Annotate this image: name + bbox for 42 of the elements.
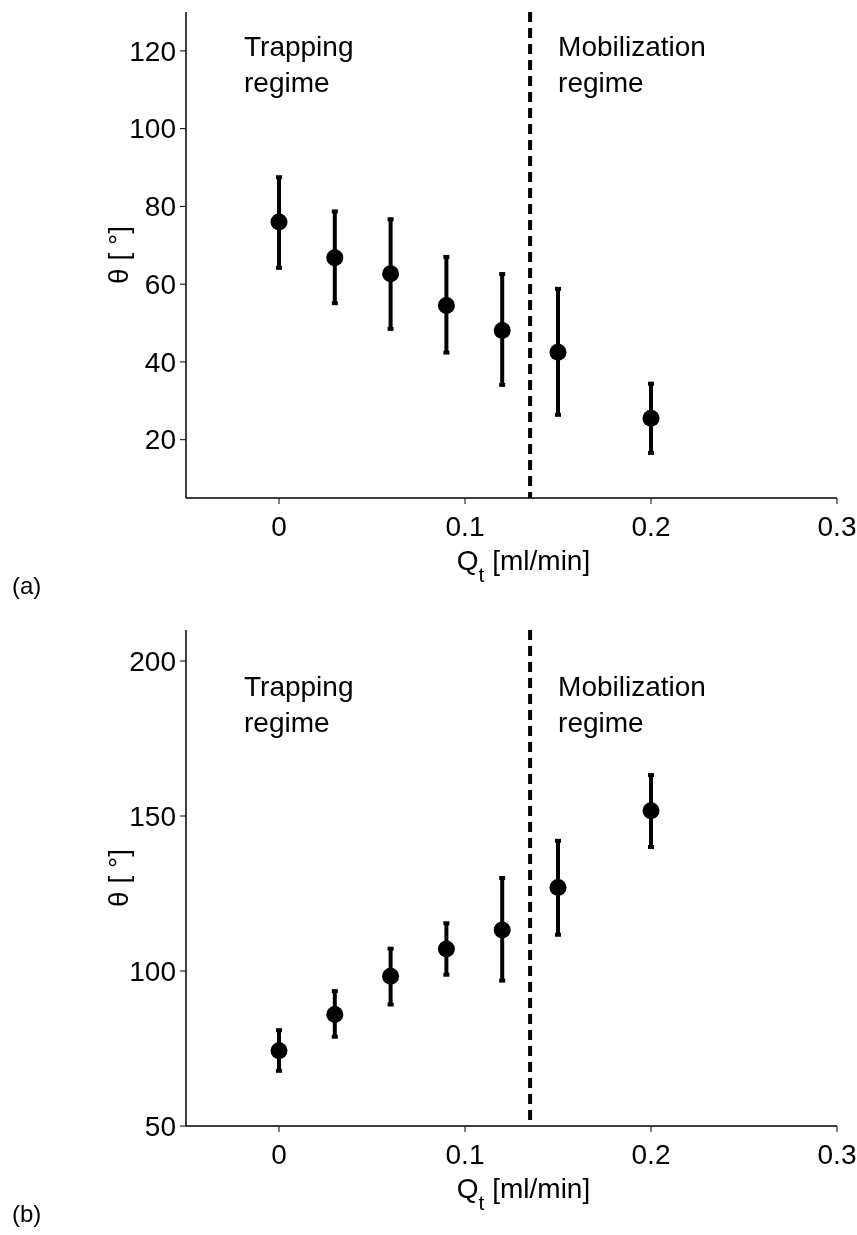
x-tick-label: 0.2 [631, 511, 671, 542]
point [493, 921, 511, 939]
point [270, 213, 288, 231]
text: (a) [12, 572, 42, 599]
point [382, 265, 400, 283]
x-tick-label: 0 [271, 511, 287, 542]
y-tick-label: 200 [129, 645, 176, 677]
x-tick-label: 0.1 [445, 1139, 485, 1170]
x-axis-title: Q$_{t}$ [ml/min] [456, 1173, 591, 1214]
annotation: Mobilization regime [558, 671, 706, 738]
point [493, 321, 511, 339]
annotation: Trapping regime [244, 671, 354, 738]
point [549, 879, 567, 897]
x-tick-label: 0 [271, 1139, 287, 1170]
y-tick-label: 50 [144, 1110, 176, 1142]
point [642, 409, 660, 427]
point [437, 297, 455, 315]
annotation: Mobilization regime [558, 31, 706, 98]
y-tick-label: 150 [129, 800, 176, 832]
y-tick-label: 60 [144, 268, 176, 300]
point [270, 1042, 288, 1060]
y-tick-label: 20 [144, 424, 176, 456]
x-axis-title: Q$_{t}$ [ml/min] [456, 545, 591, 586]
y-tick-label: 100 [129, 113, 176, 145]
y-axis-title: θ [ °] [103, 226, 134, 284]
annotation: Trapping regime [244, 31, 354, 98]
x-tick-label: 0.1 [445, 511, 485, 542]
y-tick-label: 100 [129, 955, 176, 987]
x-tick-label: 0.3 [817, 511, 857, 542]
y-tick-label: 120 [129, 35, 176, 67]
text: (b) [12, 1200, 42, 1227]
x-tick-label: 0.3 [817, 1139, 857, 1170]
point [549, 343, 567, 361]
y-tick-label: 40 [144, 346, 176, 378]
y-tick-label: 80 [144, 191, 176, 223]
point [326, 249, 344, 267]
x-tick-label: 0.2 [631, 1139, 671, 1170]
point [382, 967, 400, 985]
point [642, 802, 660, 820]
y-axis-title: θ [ °] [103, 849, 134, 907]
point [326, 1005, 344, 1023]
point [437, 940, 455, 958]
